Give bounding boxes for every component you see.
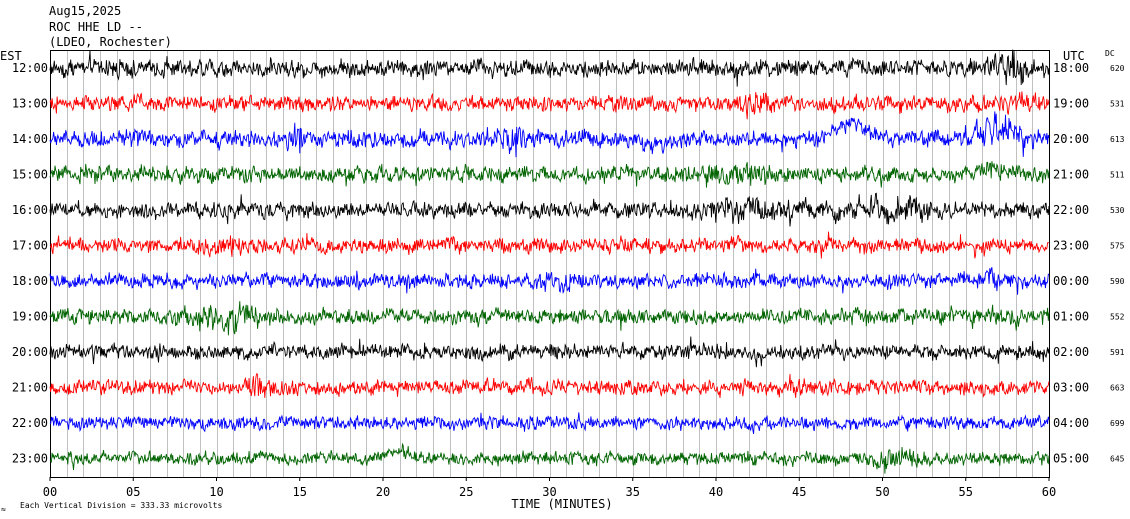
station-label: ROC HHE LD -- (49, 20, 143, 34)
dc-value: 590 (1110, 277, 1125, 286)
utc-hour-label: 22:00 (1053, 203, 1089, 217)
dc-value: 663 (1110, 384, 1125, 393)
est-hour-label: 18:00 (12, 274, 48, 288)
x-axis-title: TIME (MINUTES) (511, 497, 612, 511)
footer-mark: ≈ (1, 505, 6, 514)
seismic-traces (49, 49, 1050, 474)
trace-line (49, 442, 1050, 474)
trace-line (49, 336, 1050, 368)
trace-line (49, 412, 1050, 434)
trace-line (49, 301, 1050, 336)
x-tick-label: 55 (959, 485, 973, 499)
trace-line (50, 231, 1050, 259)
est-hour-label: 17:00 (12, 239, 48, 253)
x-tick-label: 05 (126, 485, 140, 499)
trace-line (49, 192, 1050, 227)
est-hour-label: 21:00 (12, 381, 48, 395)
x-tick-label: 45 (792, 485, 806, 499)
x-tick-label: 60 (1042, 485, 1056, 499)
right-timezone-label: UTC (1063, 49, 1085, 63)
trace-line (49, 49, 1050, 87)
network-label: (LDEO, Rochester) (49, 35, 172, 49)
utc-hour-label: 21:00 (1053, 168, 1089, 182)
dc-value: 530 (1110, 206, 1125, 215)
utc-hour-label: 19:00 (1053, 97, 1089, 111)
dc-value: 531 (1110, 100, 1125, 109)
dc-header-label: DC (1105, 49, 1115, 58)
left-timezone-label: EST (0, 49, 22, 63)
utc-hour-label: 00:00 (1053, 274, 1089, 288)
footer-note: Each Vertical Division = 333.33 microvol… (20, 501, 222, 510)
trace-line (49, 161, 1050, 188)
utc-hour-label: 04:00 (1053, 416, 1089, 430)
x-tick-label: 40 (709, 485, 723, 499)
trace-line (49, 91, 1050, 120)
x-tick-label: 20 (376, 485, 390, 499)
est-hour-label: 23:00 (12, 452, 48, 466)
x-tick-label: 50 (875, 485, 889, 499)
est-hour-label: 12:00 (12, 61, 48, 75)
dc-value: 620 (1110, 64, 1125, 73)
est-hour-label: 13:00 (12, 97, 48, 111)
utc-hour-label: 18:00 (1053, 61, 1089, 75)
x-tick-label: 25 (459, 485, 473, 499)
dc-value: 591 (1110, 348, 1125, 357)
trace-line (49, 267, 1050, 295)
est-hour-label: 16:00 (12, 203, 48, 217)
dc-value: 511 (1110, 171, 1125, 180)
est-hour-label: 22:00 (12, 416, 48, 430)
x-axis-ticks: 00 05 10 15 20 25 30 35 40 45 50 55 60 (43, 477, 1056, 499)
utc-hour-label: 03:00 (1053, 381, 1089, 395)
utc-hour-label: 05:00 (1053, 452, 1089, 466)
minute-gridlines (67, 51, 1033, 477)
est-hour-label: 15:00 (12, 168, 48, 182)
dc-value: 699 (1110, 419, 1125, 428)
dc-value: 552 (1110, 313, 1125, 322)
dc-value: 645 (1110, 455, 1125, 464)
utc-hour-label: 02:00 (1053, 345, 1089, 359)
row-labels: 12:00 18:00 620 13:00 19:00 531 14:00 20:00 613 1… (12, 61, 1125, 466)
trace-line (49, 372, 1050, 398)
x-tick-label: 35 (626, 485, 640, 499)
est-hour-label: 20:00 (12, 345, 48, 359)
est-hour-label: 19:00 (12, 310, 48, 324)
date-label: Aug15,2025 (49, 4, 121, 18)
x-tick-label: 10 (209, 485, 223, 499)
dc-value: 613 (1110, 135, 1125, 144)
dc-value: 575 (1110, 242, 1125, 251)
x-tick-label: 00 (43, 485, 57, 499)
x-tick-label: 30 (542, 485, 556, 499)
utc-hour-label: 20:00 (1053, 132, 1089, 146)
utc-hour-label: 23:00 (1053, 239, 1089, 253)
trace-line (49, 111, 1050, 158)
est-hour-label: 14:00 (12, 132, 48, 146)
x-tick-label: 15 (293, 485, 307, 499)
utc-hour-label: 01:00 (1053, 310, 1089, 324)
